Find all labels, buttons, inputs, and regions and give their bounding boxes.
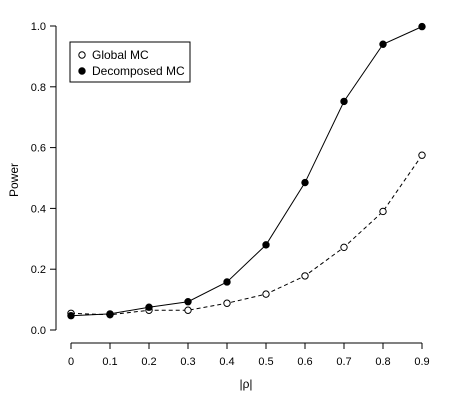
data-point-decomposed-mc bbox=[379, 40, 387, 48]
x-axis: 0 0.1 0.2 0.3 0.4 0.5 0.6 0.7 0.8 0.9 bbox=[68, 342, 430, 368]
data-point-global-mc bbox=[262, 290, 270, 298]
data-point-decomposed-mc bbox=[418, 22, 426, 31]
y-axis: 0.0 0.2 0.4 0.6 0.8 1.0 bbox=[31, 21, 57, 337]
data-point-decomposed-mc bbox=[262, 241, 270, 249]
x-tick-label: 0.8 bbox=[375, 356, 390, 368]
x-axis-title: |ρ| bbox=[239, 377, 252, 391]
legend-marker-global-mc bbox=[78, 51, 86, 59]
data-point-decomposed-mc bbox=[223, 278, 231, 286]
y-tick-label: 0.6 bbox=[31, 143, 46, 155]
data-point-decomposed-mc bbox=[145, 303, 153, 311]
x-tick-label: 0.5 bbox=[258, 356, 273, 368]
series-line-global-mc bbox=[70, 154, 423, 316]
x-tick-label: 0.7 bbox=[336, 356, 351, 368]
legend-label-global-mc: Global MC bbox=[92, 48, 149, 62]
legend-label-decomposed-mc: Decomposed MC bbox=[92, 64, 185, 78]
x-tick-label: 0.1 bbox=[102, 356, 117, 368]
x-tick-label: 0.6 bbox=[297, 356, 312, 368]
legend-box bbox=[69, 41, 191, 83]
data-point-global-mc bbox=[223, 299, 231, 307]
legend: Global MC Decomposed MC bbox=[69, 41, 191, 83]
data-point-global-mc bbox=[340, 243, 348, 252]
series-line-decomposed-mc bbox=[70, 26, 423, 317]
data-point-decomposed-mc bbox=[106, 310, 114, 318]
series-layer bbox=[67, 22, 426, 320]
data-point-decomposed-mc bbox=[301, 178, 309, 187]
y-axis-title: Power bbox=[7, 163, 21, 197]
y-tick-label: 0.2 bbox=[31, 264, 46, 276]
legend-marker-decomposed-mc bbox=[78, 67, 86, 75]
x-tick-label: 0.2 bbox=[141, 356, 156, 368]
data-point-global-mc bbox=[184, 306, 192, 314]
x-tick-label: 0 bbox=[68, 356, 74, 368]
y-tick-label: 0.4 bbox=[31, 203, 46, 215]
data-point-global-mc bbox=[418, 151, 426, 159]
y-tick-label: 0.8 bbox=[31, 82, 46, 94]
x-tick-label: 0.9 bbox=[414, 356, 429, 368]
data-point-decomposed-mc bbox=[67, 312, 75, 320]
data-point-decomposed-mc bbox=[184, 298, 192, 306]
x-tick-label: 0.4 bbox=[219, 356, 234, 368]
y-tick-label: 1.0 bbox=[31, 21, 46, 33]
data-point-decomposed-mc bbox=[340, 97, 348, 106]
data-point-global-mc bbox=[379, 207, 387, 216]
data-point-global-mc bbox=[301, 272, 309, 280]
x-tick-label: 0.3 bbox=[180, 356, 195, 368]
y-tick-label: 0.0 bbox=[31, 325, 46, 337]
